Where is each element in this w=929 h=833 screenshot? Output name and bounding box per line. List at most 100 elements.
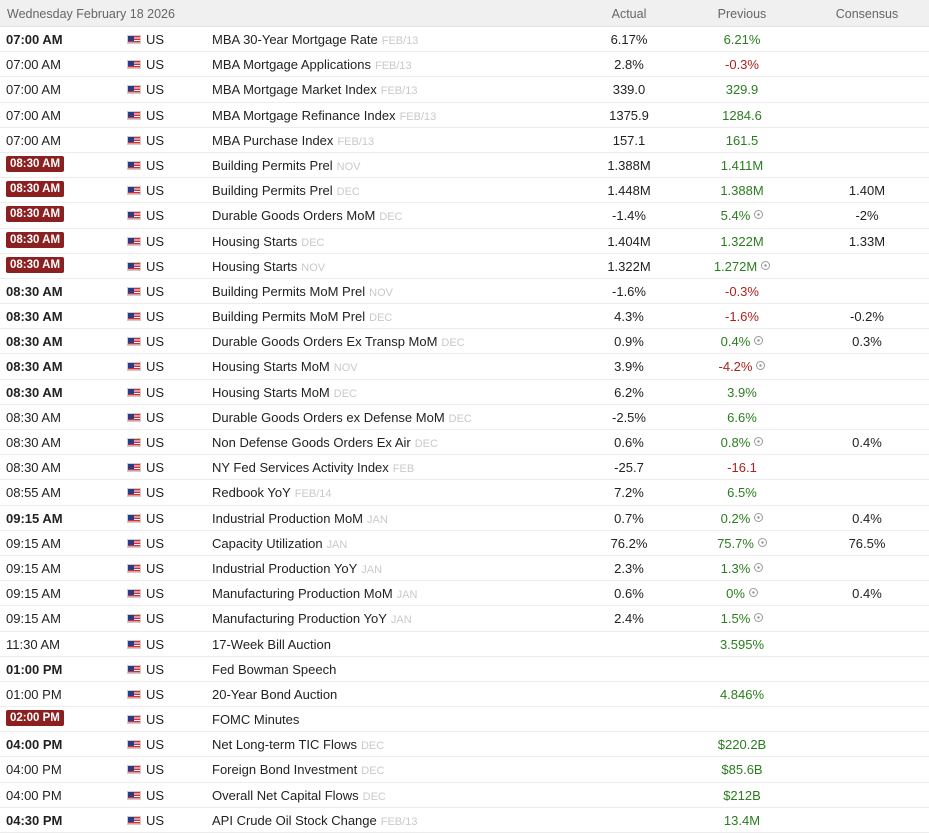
event-name-link[interactable]: Building Permits MoM Prel [212,309,366,325]
event-name-link[interactable]: Industrial Production YoY [212,560,358,576]
event-name-link[interactable]: Housing Starts MoM [212,384,330,400]
event-name-link[interactable]: Housing Starts [212,258,298,274]
event-name-link[interactable]: Foreign Bond Investment [212,762,358,778]
event-name-link[interactable]: Fed Bowman Speech [212,661,337,677]
event-name-cell[interactable]: Durable Goods Orders Ex Transp MoM DEC [212,334,465,349]
event-name-cell[interactable]: Durable Goods Orders ex Defense MoM DEC [212,410,472,425]
event-name-cell[interactable]: MBA Mortgage Refinance Index FEB/13 [212,108,436,123]
event-name-cell[interactable]: Housing Starts MoM DEC [212,385,357,400]
event-row[interactable]: 08:30 AM US Housing Starts MoM DEC 6.2% 3.9% [0,380,929,405]
revised-icon[interactable] [754,512,764,522]
event-name-link[interactable]: Housing Starts MoM [212,359,330,375]
event-name-cell[interactable]: MBA Purchase Index FEB/13 [212,133,374,148]
event-name-cell[interactable]: Building Permits Prel NOV [212,158,361,173]
event-name-cell[interactable]: Building Permits MoM Prel DEC [212,309,392,324]
event-name-cell[interactable]: 17-Week Bill Auction [212,637,335,652]
event-name-cell[interactable]: Capacity Utilization JAN [212,536,347,551]
revised-icon[interactable] [754,210,764,220]
event-name-link[interactable]: 20-Year Bond Auction [212,686,338,702]
event-name-link[interactable]: Housing Starts [212,233,298,249]
event-name-link[interactable]: Building Permits MoM Prel [212,283,366,299]
event-name-link[interactable]: Redbook YoY [212,485,291,501]
event-row[interactable]: 07:00 AM US MBA 30-Year Mortgage Rate FEB/1… [0,27,929,53]
revised-icon[interactable] [757,537,767,547]
event-name-link[interactable]: Capacity Utilization [212,535,323,551]
event-name-link[interactable]: 17-Week Bill Auction [212,636,331,652]
event-name-cell[interactable]: Fed Bowman Speech [212,662,340,677]
event-name-cell[interactable]: MBA Mortgage Applications FEB/13 [212,57,412,72]
event-name-cell[interactable]: 20-Year Bond Auction [212,687,341,702]
consensus-column-header[interactable]: Consensus [835,7,899,21]
event-name-link[interactable]: Durable Goods Orders Ex Transp MoM [212,334,438,350]
event-name-link[interactable]: Building Permits Prel [212,183,333,199]
event-row[interactable]: 08:30 AM US Housing Starts MoM NOV 3.9% -4.2% [0,354,929,380]
event-row[interactable]: 09:15 AM US Manufacturing Production YoY JA… [0,606,929,632]
event-row[interactable]: 08:30 AM US Durable Goods Orders MoM DEC -1.… [0,203,929,229]
event-row[interactable]: 11:30 AM US 17-Week Bill Auction 3.595% [0,632,929,657]
revised-icon[interactable] [754,613,764,623]
event-name-cell[interactable]: MBA Mortgage Market Index FEB/13 [212,82,417,97]
event-name-link[interactable]: Durable Goods Orders MoM [212,208,376,224]
revised-icon[interactable] [754,562,764,572]
event-row[interactable]: 07:00 AM US MBA Purchase Index FEB/13 157.1 1… [0,128,929,153]
event-row[interactable]: 09:15 AM US Industrial Production MoM JAN 0.… [0,506,929,531]
event-name-cell[interactable]: NY Fed Services Activity Index FEB [212,460,414,475]
event-name-cell[interactable]: Redbook YoY FEB/14 [212,485,331,500]
event-name-link[interactable]: MBA Mortgage Refinance Index [212,107,396,123]
event-name-cell[interactable]: Manufacturing Production YoY JAN [212,611,412,626]
event-name-cell[interactable]: FOMC Minutes [212,712,303,727]
revised-icon[interactable] [756,361,766,371]
event-name-cell[interactable]: Housing Starts NOV [212,259,325,274]
event-name-link[interactable]: MBA Purchase Index [212,132,334,148]
event-name-link[interactable]: Industrial Production MoM [212,510,364,526]
event-name-link[interactable]: Manufacturing Production YoY [212,611,387,627]
event-row[interactable]: 04:00 PM US Foreign Bond Investment DEC $85.… [0,757,929,783]
event-name-link[interactable]: MBA Mortgage Market Index [212,82,377,98]
event-name-link[interactable]: NY Fed Services Activity Index [212,460,389,476]
event-row[interactable]: 08:30 AM US Building Permits Prel NOV 1.388M… [0,153,929,179]
event-row[interactable]: 09:15 AM US Capacity Utilization JAN 76.2% 75… [0,531,929,556]
event-name-link[interactable]: MBA 30-Year Mortgage Rate [212,32,378,47]
revised-icon[interactable] [754,336,764,346]
event-row[interactable]: 08:30 AM US Housing Starts DEC 1.404M 1.322M 1… [0,229,929,254]
event-row[interactable]: 09:15 AM US Manufacturing Production MoM JA… [0,581,929,607]
event-row[interactable]: 08:30 AM US Non Defense Goods Orders Ex Ai… [0,430,929,456]
revised-icon[interactable] [761,260,771,270]
event-row[interactable]: 01:00 PM US Fed Bowman Speech [0,657,929,682]
event-row[interactable]: 08:30 AM US NY Fed Services Activity Index… [0,455,929,481]
actual-column-header[interactable]: Actual [611,7,647,21]
event-name-cell[interactable]: Building Permits MoM Prel NOV [212,284,393,299]
event-name-cell[interactable]: Net Long-term TIC Flows DEC [212,737,384,752]
event-name-link[interactable]: Building Permits Prel [212,157,333,173]
event-row[interactable]: 09:15 AM US Industrial Production YoY JAN 2.… [0,556,929,582]
event-row[interactable]: 08:30 AM US Building Permits MoM Prel DEC 4.… [0,304,929,330]
event-name-link[interactable]: MBA Mortgage Applications [212,57,371,73]
event-name-cell[interactable]: Durable Goods Orders MoM DEC [212,208,403,223]
event-name-cell[interactable]: MBA 30-Year Mortgage Rate FEB/13 [212,32,418,47]
event-row[interactable]: 08:30 AM US Building Permits MoM Prel NOV -1… [0,279,929,305]
event-row[interactable]: 01:00 PM US 20-Year Bond Auction 4.846% [0,682,929,708]
event-name-cell[interactable]: API Crude Oil Stock Change FEB/13 [212,813,417,828]
event-row[interactable]: 04:30 PM US API Crude Oil Stock Change FEB/… [0,808,929,833]
event-row[interactable]: 07:00 AM US MBA Mortgage Refinance Index FE… [0,103,929,128]
event-name-link[interactable]: API Crude Oil Stock Change [212,812,377,828]
event-name-link[interactable]: Non Defense Goods Orders Ex Air [212,435,411,450]
event-name-cell[interactable]: Overall Net Capital Flows DEC [212,788,386,803]
event-name-link[interactable]: Manufacturing Production MoM [212,586,393,602]
event-name-link[interactable]: FOMC Minutes [212,712,300,728]
event-row[interactable]: 07:00 AM US MBA Mortgage Market Index FEB/1… [0,77,929,103]
event-row[interactable]: 07:00 AM US MBA Mortgage Applications FEB/1… [0,52,929,78]
event-name-cell[interactable]: Building Permits Prel DEC [212,183,360,198]
event-name-cell[interactable]: Industrial Production YoY JAN [212,561,382,576]
revised-icon[interactable] [748,588,758,598]
event-row[interactable]: 08:30 AM US Durable Goods Orders ex Defens… [0,405,929,430]
previous-column-header[interactable]: Previous [717,7,767,21]
event-row[interactable]: 08:55 AM US Redbook YoY FEB/14 7.2% 6.5% [0,480,929,506]
event-name-cell[interactable]: Manufacturing Production MoM JAN [212,586,417,601]
event-row[interactable]: 08:30 AM US Building Permits Prel DEC 1.448M… [0,178,929,204]
event-name-link[interactable]: Net Long-term TIC Flows [212,737,357,753]
event-row[interactable]: 04:00 PM US Net Long-term TIC Flows DEC $220… [0,732,929,758]
event-name-cell[interactable]: Housing Starts MoM NOV [212,359,358,374]
event-name-cell[interactable]: Foreign Bond Investment DEC [212,762,384,777]
event-name-cell[interactable]: Housing Starts DEC [212,234,325,249]
